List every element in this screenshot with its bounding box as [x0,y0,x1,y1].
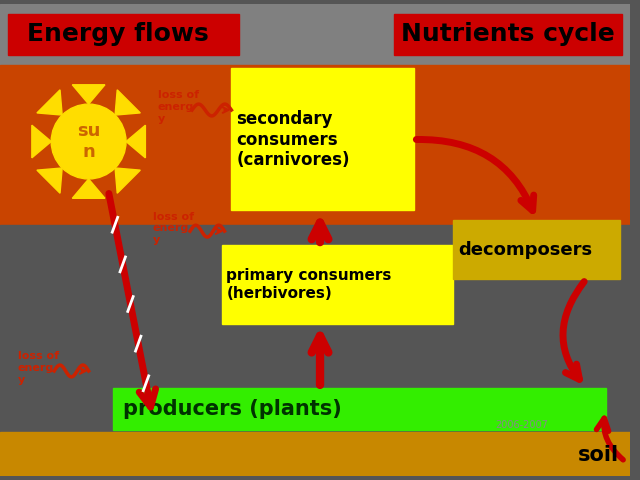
Text: soil: soil [578,444,620,465]
Bar [0,225,630,432]
Text: decomposers: decomposers [458,241,592,259]
Text: su
n: su n [77,122,100,161]
Polygon shape [37,168,62,193]
Text: loss of
energ
y: loss of energ y [18,351,59,384]
Bar [0,65,630,225]
Text: loss of
energ
y: loss of energ y [157,90,198,124]
Polygon shape [32,125,51,158]
Polygon shape [72,179,105,198]
Bar [232,68,413,210]
Text: loss of
energ
y: loss of energ y [152,212,194,245]
Bar [8,13,239,55]
Text: Energy flows: Energy flows [28,22,209,46]
Text: Nutrients cycle: Nutrients cycle [401,22,615,46]
Text: secondary
consumers
(carnivores): secondary consumers (carnivores) [236,110,350,169]
Polygon shape [115,168,140,193]
Bar [453,220,620,279]
Polygon shape [126,125,145,158]
Text: 2006-2007: 2006-2007 [495,420,548,430]
Bar [394,13,622,55]
Polygon shape [72,85,105,104]
Bar [221,245,453,324]
Polygon shape [115,90,140,115]
Polygon shape [37,90,62,115]
Bar [0,4,630,65]
Bar [0,432,630,476]
Circle shape [51,104,126,179]
Bar [113,388,605,430]
Text: primary consumers
(herbivores): primary consumers (herbivores) [227,268,392,300]
Text: producers (plants): producers (plants) [123,399,342,420]
